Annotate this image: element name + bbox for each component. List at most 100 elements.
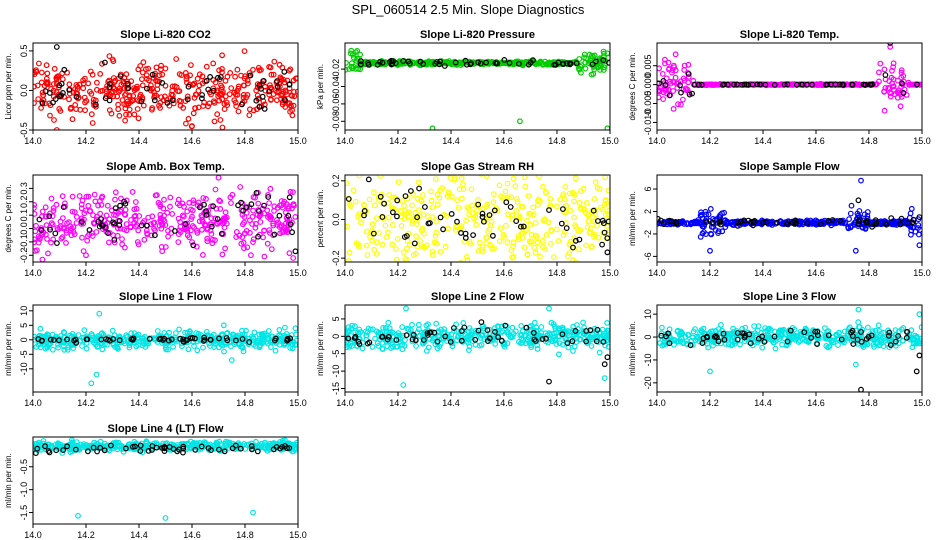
data-point-all	[88, 380, 95, 387]
data-point-all	[126, 111, 133, 118]
data-point-selected	[703, 218, 710, 225]
data-point-all	[39, 89, 46, 96]
data-point-all	[359, 345, 366, 352]
y-tick-label: -0.08	[331, 111, 341, 132]
data-point-all	[156, 78, 163, 85]
data-point-selected	[216, 335, 222, 342]
data-point-selected	[221, 448, 228, 455]
data-point-all	[79, 444, 86, 450]
data-point-selected	[379, 214, 386, 220]
data-point-all	[463, 217, 470, 224]
data-point-all	[99, 346, 106, 353]
data-point-all	[463, 253, 470, 260]
data-point-all	[177, 223, 184, 230]
data-point-all	[518, 323, 525, 329]
data-point-all	[497, 225, 504, 232]
data-point-all	[409, 321, 415, 328]
data-point-all	[44, 335, 50, 342]
data-point-all	[846, 216, 852, 223]
data-point-all	[458, 175, 465, 182]
data-point-selected	[243, 204, 250, 211]
data-point-all	[556, 340, 563, 347]
data-point-all	[872, 327, 879, 334]
data-point-selected	[760, 219, 766, 226]
data-point-selected	[863, 336, 870, 342]
data-point-selected	[506, 60, 513, 66]
data-point-selected	[583, 338, 589, 345]
data-point-all	[66, 81, 73, 88]
data-point-all	[161, 93, 168, 100]
data-point-selected	[247, 72, 254, 79]
data-point-all	[108, 110, 115, 117]
data-point-selected	[858, 329, 864, 335]
data-point-selected	[117, 73, 124, 79]
data-point-all	[209, 236, 216, 243]
data-point-all	[33, 228, 39, 235]
data-point-selected	[292, 248, 298, 255]
data-point-selected	[914, 81, 920, 88]
data-point-selected	[232, 337, 239, 344]
data-point-all	[432, 176, 439, 183]
data-point-all	[371, 246, 378, 253]
data-point-all	[346, 249, 353, 256]
data-point-selected	[50, 337, 57, 343]
data-point-all	[50, 236, 57, 243]
data-point-all	[44, 79, 51, 86]
data-point-all	[281, 198, 288, 205]
data-point-all	[707, 247, 713, 254]
data-point-all	[264, 207, 271, 214]
data-point-all	[537, 253, 543, 260]
data-point-selected	[199, 92, 206, 98]
data-point-all	[417, 238, 423, 244]
data-point-all	[59, 76, 66, 82]
data-point-selected	[910, 216, 917, 223]
data-point-all	[405, 326, 412, 333]
data-point-all	[560, 193, 566, 199]
data-point-selected	[124, 80, 131, 87]
data-point-all	[91, 191, 98, 198]
x-tick-label: 14.0	[648, 136, 666, 146]
data-point-selected	[698, 81, 705, 88]
data-point-all	[474, 264, 479, 269]
data-point-all	[463, 334, 470, 341]
data-point-all	[135, 66, 142, 73]
data-point-all	[200, 195, 207, 201]
data-point-selected	[86, 227, 93, 233]
data-point-selected	[858, 338, 865, 345]
data-point-all	[548, 240, 554, 247]
data-point-all	[543, 189, 549, 196]
data-point-all	[408, 277, 413, 282]
data-point-selected	[787, 327, 794, 334]
data-point-all	[43, 213, 50, 220]
data-point-all	[143, 338, 149, 345]
data-point-all	[697, 233, 704, 240]
data-point-all	[44, 70, 51, 77]
data-point-all	[389, 241, 396, 248]
data-point-all	[250, 107, 257, 114]
data-point-all	[187, 72, 194, 79]
chart-title: Slope Gas Stream RH	[421, 161, 534, 173]
data-point-selected	[657, 215, 661, 222]
data-point-all	[789, 334, 796, 341]
data-point-all	[751, 81, 758, 88]
data-point-all	[159, 71, 166, 78]
data-point-all	[429, 125, 436, 130]
data-point-all	[456, 186, 463, 193]
data-point-all	[908, 205, 915, 212]
data-point-all	[80, 441, 87, 447]
data-point-selected	[899, 80, 905, 87]
data-point-all	[595, 234, 602, 241]
data-point-all	[542, 246, 548, 253]
data-point-all	[466, 211, 473, 218]
data-point-all	[221, 348, 227, 355]
data-point-all	[418, 266, 423, 271]
data-point-selected	[673, 220, 680, 227]
data-point-all	[33, 236, 37, 243]
x-tick-label: 14.8	[236, 268, 254, 278]
data-point-selected	[38, 226, 45, 233]
data-point-all	[87, 68, 94, 75]
data-point-all	[370, 189, 377, 196]
data-point-all	[165, 233, 172, 240]
y-tick-label: 0.0	[19, 84, 29, 97]
